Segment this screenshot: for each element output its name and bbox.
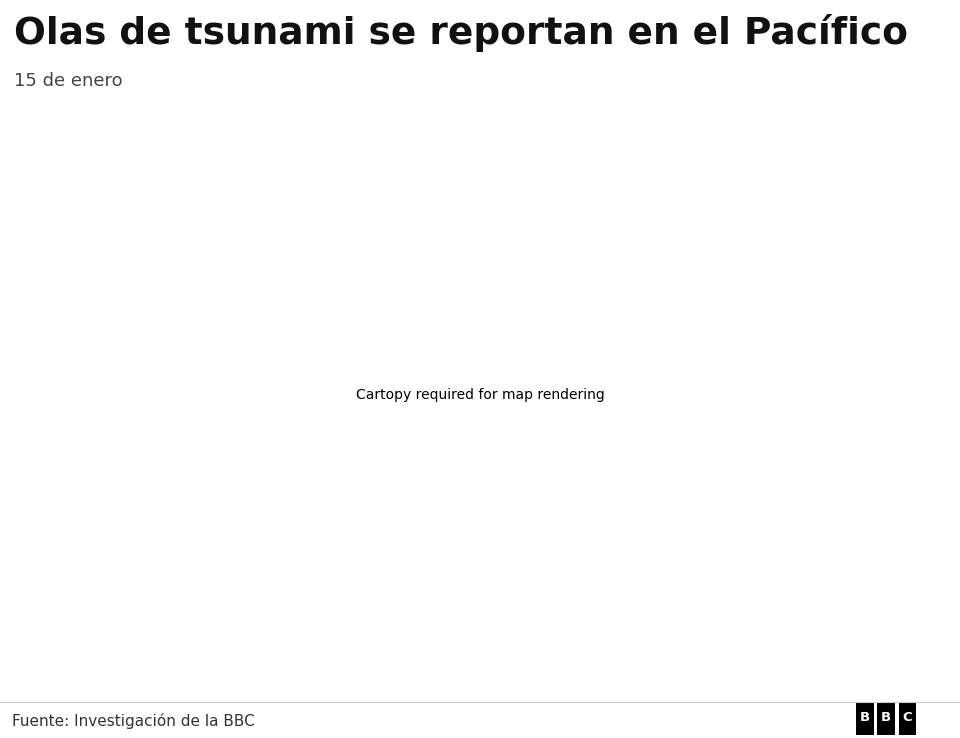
FancyBboxPatch shape: [856, 703, 874, 735]
Text: Fuente: Investigación de la BBC: Fuente: Investigación de la BBC: [12, 713, 254, 729]
Text: B: B: [881, 711, 891, 724]
FancyBboxPatch shape: [877, 703, 895, 735]
Text: Cartopy required for map rendering: Cartopy required for map rendering: [355, 388, 605, 401]
Text: C: C: [902, 711, 912, 724]
Text: B: B: [860, 711, 870, 724]
FancyBboxPatch shape: [899, 703, 916, 735]
Text: 15 de enero: 15 de enero: [14, 72, 123, 90]
Text: Olas de tsunami se reportan en el Pacífico: Olas de tsunami se reportan en el Pacífi…: [14, 14, 908, 52]
